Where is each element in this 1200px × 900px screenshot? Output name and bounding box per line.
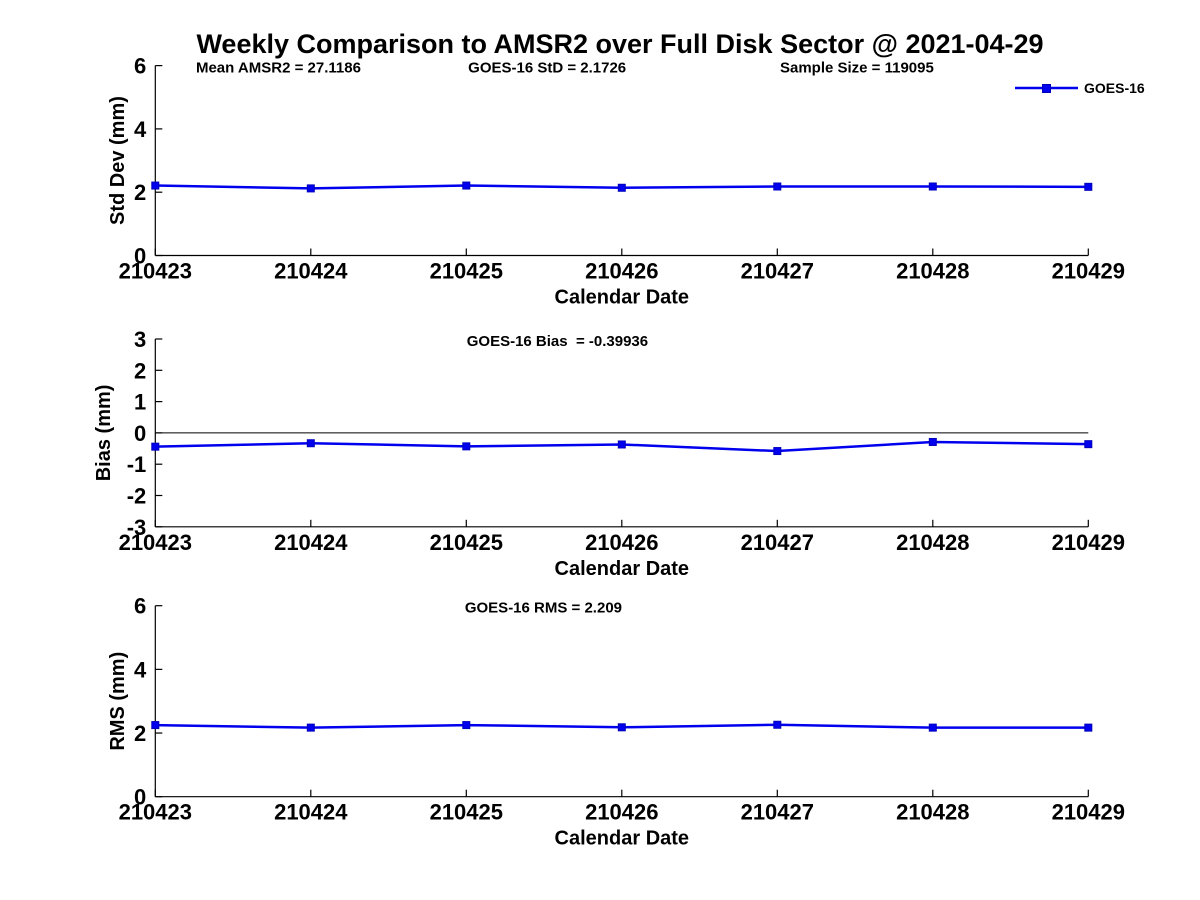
data-marker	[306, 184, 315, 193]
x-axis-title: Calendar Date	[555, 828, 690, 850]
legend-label: GOES-16	[1084, 80, 1145, 96]
data-marker	[151, 442, 160, 451]
y-tick-label: 4	[134, 657, 147, 682]
data-marker	[617, 723, 626, 732]
y-axis-title: RMS (mm)	[107, 652, 129, 751]
y-tick-label: 2	[134, 180, 146, 205]
y-tick-label: 1	[134, 390, 146, 415]
x-tick-label: 210423	[119, 259, 192, 284]
data-marker	[462, 721, 471, 730]
legend	[1015, 84, 1078, 93]
x-tick-label: 210424	[274, 530, 348, 555]
data-marker	[1084, 723, 1093, 732]
data-marker	[462, 181, 471, 190]
data-marker	[1084, 182, 1093, 191]
x-tick-label: 210424	[274, 800, 348, 825]
x-tick-label: 210426	[585, 800, 658, 825]
data-marker	[773, 447, 782, 456]
x-tick-label: 210429	[1052, 530, 1125, 555]
x-tick-label: 210427	[741, 530, 814, 555]
data-marker	[617, 440, 626, 449]
data-marker	[151, 181, 160, 190]
data-marker	[928, 437, 937, 446]
y-axis-title: Bias (mm)	[93, 385, 115, 482]
annotation-text: Sample Size = 119095	[780, 60, 934, 77]
x-tick-label: 210427	[741, 800, 814, 825]
x-tick-label: 210427	[741, 259, 814, 284]
annotation-text: GOES-16 Bias = -0.39936	[467, 333, 648, 350]
figure-title: Weekly Comparison to AMSR2 over Full Dis…	[196, 29, 1043, 59]
y-tick-label: 2	[134, 358, 146, 383]
y-tick-label: 0	[134, 785, 146, 810]
y-tick-label: -3	[127, 515, 147, 540]
y-tick-label: -2	[127, 484, 147, 509]
data-marker	[928, 182, 937, 191]
data-marker	[773, 720, 782, 729]
x-tick-label: 210428	[896, 530, 969, 555]
x-tick-label: 210429	[1052, 800, 1125, 825]
x-tick-label: 210423	[119, 800, 192, 825]
y-tick-label: 6	[134, 54, 146, 79]
legend-marker	[1042, 84, 1051, 93]
y-tick-label: 0	[134, 421, 146, 446]
y-axis-title: Std Dev (mm)	[107, 96, 129, 225]
x-tick-label: 210425	[430, 259, 503, 284]
annotation-text: GOES-16 StD = 2.1726	[468, 60, 626, 77]
annotation-text: Mean AMSR2 = 27.1186	[196, 60, 361, 77]
x-tick-label: 210426	[585, 259, 658, 284]
y-tick-label: 4	[134, 117, 147, 142]
data-marker	[928, 723, 937, 732]
plot-1	[151, 64, 1093, 257]
annotation-text: GOES-16 RMS = 2.209	[465, 600, 622, 617]
y-tick-label: 2	[134, 721, 146, 746]
data-marker	[1084, 440, 1093, 449]
y-tick-label: 3	[134, 327, 146, 352]
x-tick-label: 210428	[896, 800, 969, 825]
data-marker	[306, 439, 315, 448]
y-tick-label: 0	[134, 244, 146, 269]
x-tick-label: 210425	[430, 530, 503, 555]
x-tick-label: 210428	[896, 259, 969, 284]
data-marker	[773, 182, 782, 191]
data-marker	[151, 721, 160, 730]
y-tick-label: -1	[127, 452, 147, 477]
x-axis-title: Calendar Date	[555, 287, 690, 309]
x-tick-label: 210424	[274, 259, 348, 284]
x-tick-label: 210423	[119, 530, 192, 555]
x-tick-label: 210429	[1052, 259, 1125, 284]
data-marker	[617, 183, 626, 192]
data-marker	[306, 723, 315, 732]
x-tick-label: 210426	[585, 530, 658, 555]
data-marker	[462, 442, 471, 451]
plot-2	[151, 338, 1093, 528]
x-axis-title: Calendar Date	[555, 558, 690, 580]
plot-3	[151, 605, 1093, 798]
x-tick-label: 210425	[430, 800, 503, 825]
y-tick-label: 6	[134, 594, 146, 619]
